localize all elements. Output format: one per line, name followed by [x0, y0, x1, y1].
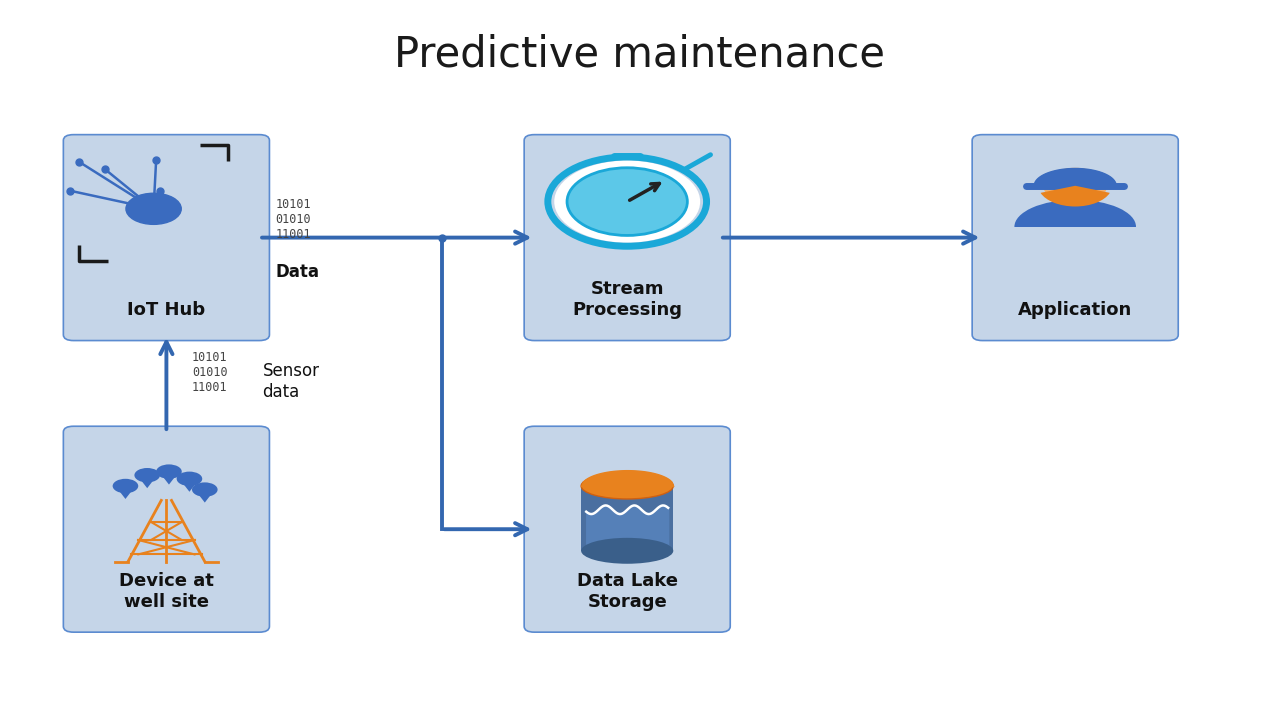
- Polygon shape: [180, 480, 198, 492]
- Wedge shape: [1041, 186, 1110, 207]
- Polygon shape: [1034, 168, 1116, 186]
- Text: Data Lake
Storage: Data Lake Storage: [577, 572, 677, 611]
- Text: Application: Application: [1018, 301, 1133, 319]
- Polygon shape: [196, 491, 214, 503]
- Text: 10101
01010
11001: 10101 01010 11001: [192, 351, 228, 394]
- FancyBboxPatch shape: [525, 426, 730, 632]
- Polygon shape: [138, 477, 156, 488]
- FancyBboxPatch shape: [64, 426, 270, 632]
- Circle shape: [113, 479, 138, 493]
- Circle shape: [134, 468, 160, 482]
- FancyBboxPatch shape: [64, 135, 270, 341]
- Ellipse shape: [1015, 200, 1137, 254]
- Circle shape: [177, 472, 202, 486]
- Circle shape: [192, 482, 218, 497]
- Circle shape: [1043, 168, 1107, 204]
- Polygon shape: [116, 487, 134, 499]
- Circle shape: [156, 464, 182, 479]
- Bar: [581, 486, 673, 551]
- Text: Sensor
data: Sensor data: [262, 361, 320, 400]
- Text: Stream
Processing: Stream Processing: [572, 280, 682, 319]
- Circle shape: [567, 168, 687, 235]
- Text: Predictive maintenance: Predictive maintenance: [394, 33, 886, 75]
- Polygon shape: [160, 473, 178, 485]
- Circle shape: [125, 193, 182, 225]
- Text: Device at
well site: Device at well site: [119, 572, 214, 611]
- Bar: [1005, 227, 1146, 263]
- FancyBboxPatch shape: [525, 135, 730, 341]
- Text: 10101
01010
11001: 10101 01010 11001: [275, 198, 311, 241]
- Ellipse shape: [581, 538, 673, 564]
- Text: IoT Hub: IoT Hub: [127, 301, 206, 319]
- Text: Data: Data: [275, 263, 319, 281]
- Bar: [581, 518, 673, 522]
- Circle shape: [554, 161, 700, 243]
- FancyBboxPatch shape: [973, 135, 1178, 341]
- Ellipse shape: [581, 473, 673, 499]
